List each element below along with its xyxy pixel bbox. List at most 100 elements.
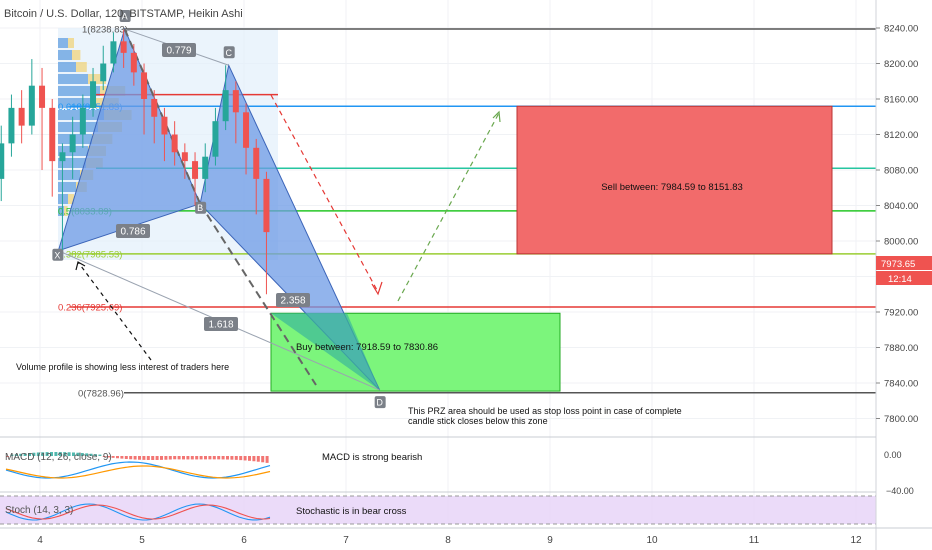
- macd-histogram-bar: [58, 452, 62, 456]
- macd-histogram-bar: [265, 456, 269, 463]
- macd-histogram-bar: [142, 456, 146, 460]
- ratio-tag: [204, 317, 238, 331]
- time-tick-label: 11: [749, 535, 760, 546]
- down-projection-arrow: [270, 94, 379, 293]
- volume-profile-bar: [88, 74, 106, 84]
- candle-body: [222, 90, 229, 122]
- macd-histogram-bar: [36, 452, 40, 456]
- time-tick-label: 10: [646, 535, 658, 546]
- pattern-ab-dash: [123, 28, 202, 205]
- volume-profile-bar: [58, 74, 88, 84]
- macd-histogram-bar: [164, 456, 168, 460]
- macd-histogram-bar: [10, 454, 14, 456]
- time-tick-label: 8: [445, 535, 451, 546]
- volume-profile-bar: [58, 194, 68, 204]
- stoch-note: Stochastic is in bear cross: [296, 506, 407, 517]
- volume-profile-bar: [58, 158, 86, 168]
- candle-body: [0, 143, 5, 179]
- candle-body: [141, 72, 148, 99]
- sell-zone-label: Sell between: 7984.59 to 8151.83: [601, 182, 743, 193]
- macd-histogram-bar: [124, 456, 128, 459]
- price-tick-label: 8160.00: [884, 95, 918, 106]
- macd-histogram-bar: [23, 453, 27, 456]
- macd-histogram-bar: [204, 456, 207, 460]
- ratio-label: 0.779: [166, 46, 191, 57]
- point-label-a: A: [122, 12, 128, 22]
- price-tick-label: 8240.00: [884, 24, 918, 35]
- candle-body: [59, 152, 66, 162]
- pattern-prz-tint: [271, 313, 380, 391]
- price-tick-label: 8200.00: [884, 59, 918, 70]
- ratio-label: 0.786: [120, 227, 145, 238]
- fib-label: 1(8238.83): [82, 25, 128, 36]
- fib-label: 0(7828.96): [78, 388, 124, 399]
- candles: [0, 29, 270, 295]
- candle-body: [8, 107, 15, 144]
- volume-profile-bar: [68, 38, 74, 48]
- stoch-k-line: [5, 503, 271, 521]
- volume-profile-bar: [58, 122, 98, 132]
- macd-histogram-bar: [195, 456, 199, 460]
- macd-histogram-bar: [226, 456, 229, 460]
- macd-histogram-bar: [120, 456, 124, 459]
- candle-body: [161, 116, 168, 135]
- macd-tick-neg: −40.00: [886, 486, 914, 496]
- point-tag-d: [374, 396, 386, 409]
- macd-histogram-bar: [239, 456, 243, 461]
- macd-histogram-bar: [186, 456, 190, 460]
- macd-histogram-bar: [54, 452, 58, 456]
- current-price: 7973.65: [881, 259, 915, 270]
- volume-profile-bar: [58, 86, 100, 96]
- indicators: [0, 452, 876, 525]
- macd-histogram-bar: [102, 456, 106, 458]
- fib-label: 0.382(7985.53): [58, 249, 122, 260]
- volume-profile-bar: [58, 170, 80, 180]
- point-label-d: D: [376, 398, 383, 408]
- macd-note: MACD is strong bearish: [322, 452, 422, 463]
- macd-histogram-bar: [138, 456, 141, 460]
- time-tick-label: 7: [343, 535, 349, 546]
- ratio-label: 2.358: [280, 296, 305, 307]
- candle-body: [39, 85, 46, 108]
- macd-label: MACD (12, 26, close, 9): [5, 452, 112, 463]
- price-tick-label: 7880.00: [884, 343, 918, 354]
- time-tick-label: 12: [850, 535, 862, 546]
- macd-histogram-bar: [45, 452, 49, 456]
- price-tick-label: 7840.00: [884, 379, 918, 390]
- down-arrowhead: [371, 281, 383, 296]
- macd-tick-zero: 0.00: [884, 450, 902, 460]
- time-tick-label: 6: [241, 535, 247, 546]
- point-label-b: B: [197, 203, 203, 213]
- macd-histogram-bar: [230, 456, 234, 460]
- candle-body: [100, 63, 107, 82]
- candle-body: [28, 85, 35, 126]
- macd-histogram-bar: [50, 452, 53, 456]
- price-tick-label: 8000.00: [884, 237, 918, 248]
- sell-zone: [516, 105, 833, 255]
- pattern-bd-dash: [199, 203, 317, 386]
- stoch-band: [0, 496, 876, 524]
- ratio-tag: [162, 43, 196, 57]
- macd-histogram-bar: [28, 453, 31, 456]
- volume-profile-bar: [58, 62, 76, 72]
- stoch-d-line: [5, 504, 271, 520]
- candle-body: [130, 52, 137, 73]
- candle-body: [253, 147, 260, 179]
- time-tick-label: 9: [547, 535, 553, 546]
- macd-histogram-bar: [129, 456, 133, 460]
- point-label-c: C: [225, 48, 232, 58]
- macd-histogram-bar: [6, 456, 9, 457]
- volume-profile-bar: [58, 98, 96, 108]
- candle-body: [120, 41, 127, 53]
- volume-note: Volume profile is showing less interest …: [16, 362, 229, 372]
- macd-histogram-bar: [89, 453, 93, 456]
- volume-profile-bar: [58, 50, 72, 60]
- macd-histogram-bar: [151, 456, 155, 460]
- price-tick-label: 8080.00: [884, 166, 918, 177]
- candle-body: [90, 81, 97, 108]
- buy-zone-label: Buy between: 7918.59 to 7830.86: [296, 342, 438, 353]
- macd-histogram-bar: [234, 456, 238, 460]
- macd-histogram-bar: [111, 456, 115, 458]
- candle-body: [243, 112, 250, 148]
